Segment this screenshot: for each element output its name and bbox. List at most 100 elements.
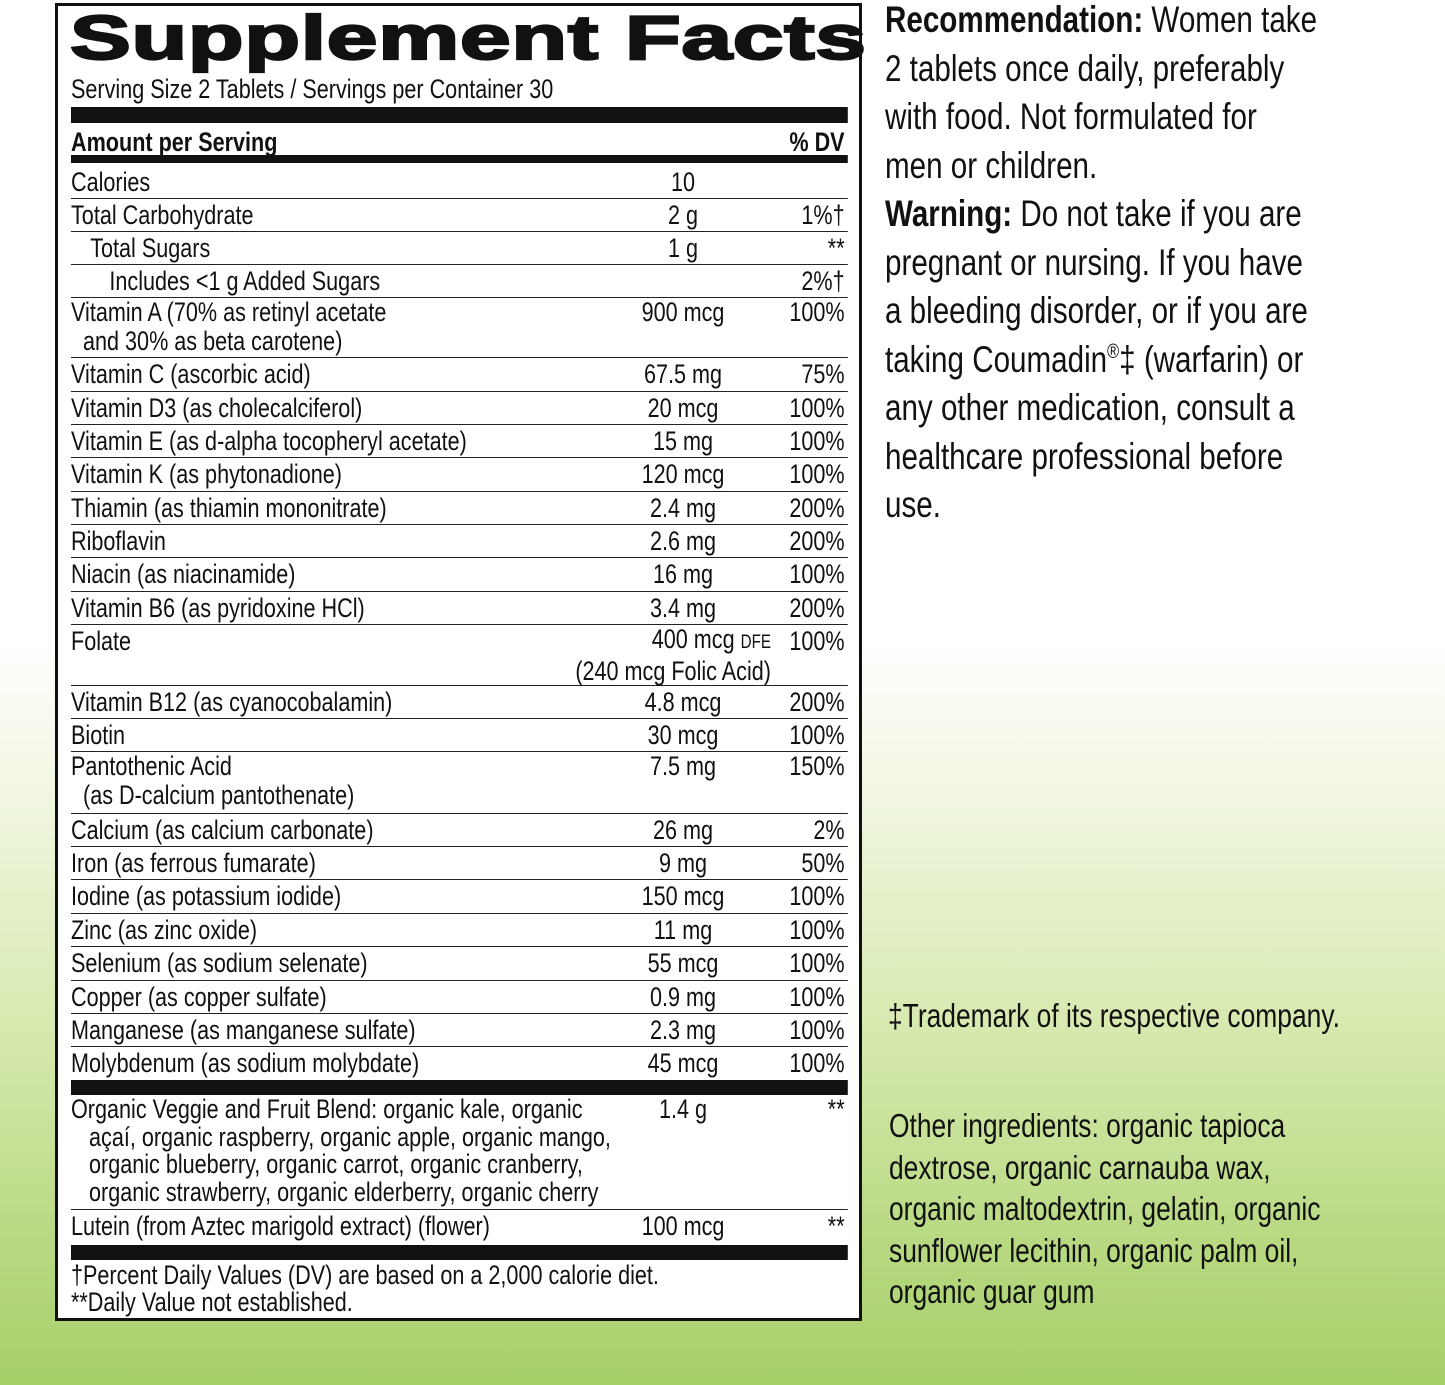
dv-header: % DV bbox=[789, 127, 845, 157]
nutrient-amount: 26 mg bbox=[652, 815, 714, 845]
footnotes: †Percent Daily Values (DV) are based on … bbox=[71, 1262, 659, 1316]
text-line: use. bbox=[885, 484, 941, 525]
nutrient-table: Calories 10 Total Carbohydrate 2 g 1%† Total … bbox=[71, 166, 848, 1081]
nutrient-row: Thiamin (as thiamin mononitrate) 2.4 mg 20… bbox=[71, 492, 848, 525]
nutrient-row: Vitamin K (as phytonadione) 120 mcg 100% bbox=[71, 458, 848, 492]
amount-line: 400 mcg DFE bbox=[471, 625, 771, 657]
nutrient-name: Zinc (as zinc oxide) bbox=[71, 914, 257, 947]
text-line: men or children. bbox=[885, 144, 1098, 186]
nutrient-name: Biotin bbox=[71, 719, 125, 752]
nutrient-name-line: Folate bbox=[71, 626, 132, 656]
supplement-facts-panel: Supplement Facts Serving Size 2 Tablets … bbox=[55, 3, 868, 1321]
nutrient-row: Vitamin D3 (as cholecalciferol) 20 mcg 100… bbox=[71, 392, 848, 425]
nutrient-name: Selenium (as sodium selenate) bbox=[71, 947, 368, 980]
daily-value: 200% bbox=[789, 593, 845, 623]
text-line: taking Coumadin bbox=[885, 338, 1108, 380]
panel-title: Supplement Facts bbox=[68, 3, 867, 74]
text-line: a bleeding disorder, or if you are bbox=[885, 290, 1308, 331]
nutrient-amount: 4.8 mcg bbox=[644, 687, 722, 717]
nutrient-name-line: Iodine (as potassium iodide) bbox=[71, 881, 342, 911]
nutrient-name-line: Total Carbohydrate bbox=[71, 200, 254, 230]
nutrient-name: Calories bbox=[71, 166, 150, 199]
nutrient-name-line: Calcium (as calcium carbonate) bbox=[71, 815, 374, 845]
daily-value: 100% bbox=[789, 1048, 845, 1078]
nutrient-row: Includes <1 g Added Sugars 2%† bbox=[71, 265, 848, 298]
nutrient-row: Molybdenum (as sodium molybdate) 45 mcg 10… bbox=[71, 1047, 848, 1081]
column-header: Amount per Serving % DV bbox=[71, 125, 848, 158]
daily-value: 2% bbox=[813, 815, 845, 845]
daily-value: ** bbox=[827, 1211, 845, 1241]
nutrient-amount: 67.5 mg bbox=[643, 359, 723, 389]
nutrient-name: Iodine (as potassium iodide) bbox=[71, 880, 341, 913]
nutrient-name: Total Carbohydrate bbox=[71, 199, 254, 232]
nutrient-name-line: and 30% as beta carotene) bbox=[71, 326, 343, 356]
nutrient-name-line: Iron (as ferrous fumarate) bbox=[71, 848, 316, 878]
nutrient-row: Iron (as ferrous fumarate) 9 mg 50% bbox=[71, 847, 848, 880]
nutrient-name-line: Riboflavin bbox=[71, 526, 166, 556]
nutrient-name: Iron (as ferrous fumarate) bbox=[71, 847, 316, 880]
daily-value: 100% bbox=[789, 1015, 845, 1045]
nutrient-name-line: Vitamin B12 (as cyanocobalamin) bbox=[71, 687, 393, 717]
footnote-dv: †Percent Daily Values (DV) are based on … bbox=[71, 1260, 659, 1290]
amount-unit: DFE bbox=[740, 632, 771, 653]
nutrient-name-line: Vitamin B6 (as pyridoxine HCl) bbox=[71, 593, 365, 623]
nutrient-name-line: Zinc (as zinc oxide) bbox=[71, 915, 258, 945]
daily-value: 100% bbox=[789, 626, 845, 656]
text-line: sunflower lecithin, organic palm oil, bbox=[889, 1231, 1299, 1269]
nutrient-name: Lutein (from Aztec marigold extract) (fl… bbox=[71, 1210, 490, 1242]
nutrient-name: Niacin (as niacinamide) bbox=[71, 558, 296, 591]
nutrient-amount: 100 mcg bbox=[641, 1211, 725, 1241]
text-line: 2 tablets once daily, preferably bbox=[885, 47, 1285, 89]
amount-per-serving-header: Amount per Serving bbox=[71, 127, 278, 157]
thick-divider bbox=[71, 107, 848, 123]
nutrient-name-line: Pantothenic Acid bbox=[71, 751, 232, 781]
trademark-note: ‡Trademark of its respective company. bbox=[888, 995, 1432, 1037]
daily-value: ** bbox=[827, 233, 845, 263]
nutrient-row: Vitamin C (ascorbic acid) 67.5 mg 75% bbox=[71, 358, 848, 392]
text-line: Women take bbox=[1143, 0, 1318, 40]
daily-value: 200% bbox=[789, 687, 845, 717]
daily-value: 200% bbox=[789, 526, 845, 556]
nutrient-row: Calories 10 bbox=[71, 166, 848, 199]
nutrient-row: Zinc (as zinc oxide) 11 mg 100% bbox=[71, 914, 848, 947]
nutrient-amount: 9 mg bbox=[658, 848, 708, 878]
text-line: organic guar gum bbox=[889, 1273, 1095, 1310]
nutrient-name: Folate bbox=[71, 625, 131, 658]
nutrient-name: Includes <1 g Added Sugars bbox=[109, 265, 380, 298]
amount-line: (240 mcg Folic Acid) bbox=[575, 656, 771, 686]
nutrient-name-line: Lutein (from Aztec marigold extract) (fl… bbox=[71, 1211, 490, 1241]
nutrient-row: Niacin (as niacinamide) 16 mg 100% bbox=[71, 558, 848, 592]
nutrient-name-line: Molybdenum (as sodium molybdate) bbox=[71, 1048, 420, 1078]
nutrient-row: Vitamin E (as d-alpha tocopheryl acetate… bbox=[71, 425, 848, 458]
nutrient-name-line: organic blueberry, organic carrot, organ… bbox=[71, 1149, 583, 1179]
nutrient-name: Vitamin B12 (as cyanocobalamin) bbox=[71, 686, 392, 719]
nutrient-amount: 7.5 mg bbox=[649, 751, 717, 781]
thick-divider bbox=[71, 1080, 848, 1095]
thick-divider bbox=[71, 1245, 848, 1260]
nutrient-name-line: Calories bbox=[71, 167, 151, 197]
nutrient-name-line: Total Sugars bbox=[90, 233, 211, 263]
nutrient-amount: 30 mcg bbox=[647, 720, 719, 750]
nutrient-row: Vitamin B6 (as pyridoxine HCl) 3.4 mg 200% bbox=[71, 592, 848, 625]
nutrient-name: Total Sugars bbox=[90, 232, 210, 265]
nutrient-row: Folate 400 mcg DFE (240 mcg Folic Acid) 100… bbox=[71, 625, 848, 686]
nutrient-amount: 150 mcg bbox=[641, 881, 725, 911]
nutrient-amount: 11 mg bbox=[653, 915, 713, 945]
nutrient-name-line: organic strawberry, organic elderberry, … bbox=[71, 1176, 599, 1207]
text-line: Other ingredients: organic tapioca bbox=[889, 1107, 1286, 1144]
nutrient-name: Thiamin (as thiamin mononitrate) bbox=[71, 492, 387, 525]
daily-value: 100% bbox=[789, 881, 845, 911]
nutrient-amount: 2 g bbox=[667, 200, 699, 230]
nutrient-amount: 20 mcg bbox=[647, 393, 719, 423]
daily-value: ** bbox=[827, 1094, 845, 1124]
text-line: healthcare professional before bbox=[885, 435, 1284, 477]
nutrient-name-line: Vitamin K (as phytonadione) bbox=[71, 459, 342, 489]
nutrient-row: Iodine (as potassium iodide) 150 mcg 100% bbox=[71, 880, 848, 914]
serving-info: Serving Size 2 Tablets / Servings per Co… bbox=[71, 74, 554, 104]
nutrient-name-line: Vitamin E (as d-alpha tocopheryl acetate… bbox=[71, 426, 467, 456]
nutrient-name: Pantothenic Acid (as D-calcium pantothen… bbox=[71, 752, 354, 810]
nutrient-name-line: Copper (as copper sulfate) bbox=[71, 982, 327, 1012]
nutrient-amount: 10 bbox=[670, 167, 696, 197]
nutrient-amount: 45 mcg bbox=[647, 1048, 719, 1078]
recommendation-text: Recommendation: Women take 2 tablets onc… bbox=[885, 0, 1429, 530]
